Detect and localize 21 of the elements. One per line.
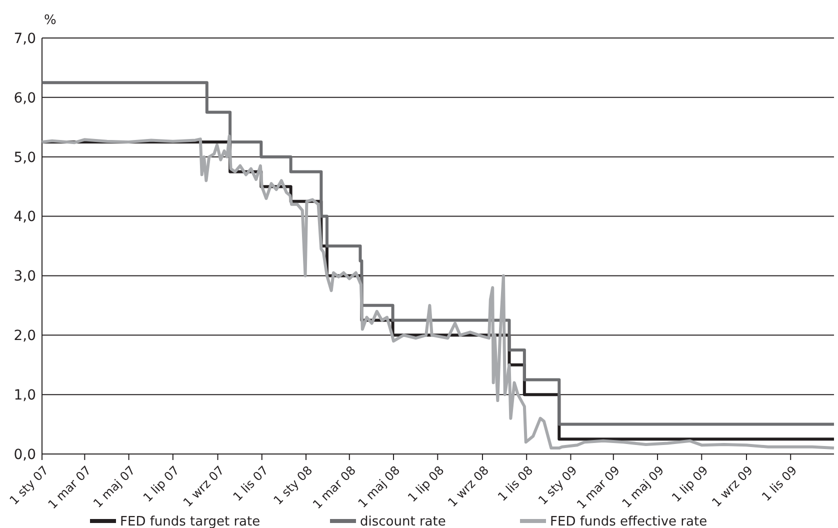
- x-tick-label: 1 lis 07: [230, 463, 271, 504]
- x-tick-label: 1 lip 08: [405, 463, 447, 505]
- legend-label: FED funds effective rate: [550, 514, 708, 528]
- legend-label: discount rate: [360, 514, 446, 528]
- y-tick-label: 4,0: [14, 209, 36, 226]
- x-tick-label: 1 lip 07: [140, 463, 182, 505]
- y-tick-label: 5,0: [14, 150, 36, 166]
- y-tick-label: 3,0: [14, 268, 36, 285]
- legend-label: FED funds target rate: [120, 514, 260, 528]
- x-tick-label: 1 lis 09: [759, 463, 800, 504]
- y-axis-title: %: [44, 13, 56, 28]
- y-tick-label: 7,0: [14, 30, 36, 47]
- x-tick-label: 1 lis 08: [495, 463, 536, 504]
- x-tick-label: 1 wrz 09: [709, 463, 756, 510]
- y-tick-label: 0,0: [14, 446, 36, 463]
- x-tick-label: 1 wrz 08: [445, 463, 492, 510]
- y-tick-label: 1,0: [14, 387, 36, 404]
- y-tick-label: 6,0: [14, 90, 36, 106]
- y-tick-label: 2,0: [14, 328, 36, 344]
- x-tick-label: 1 lip 09: [669, 463, 711, 505]
- x-tick-label: 1 wrz 07: [180, 463, 227, 510]
